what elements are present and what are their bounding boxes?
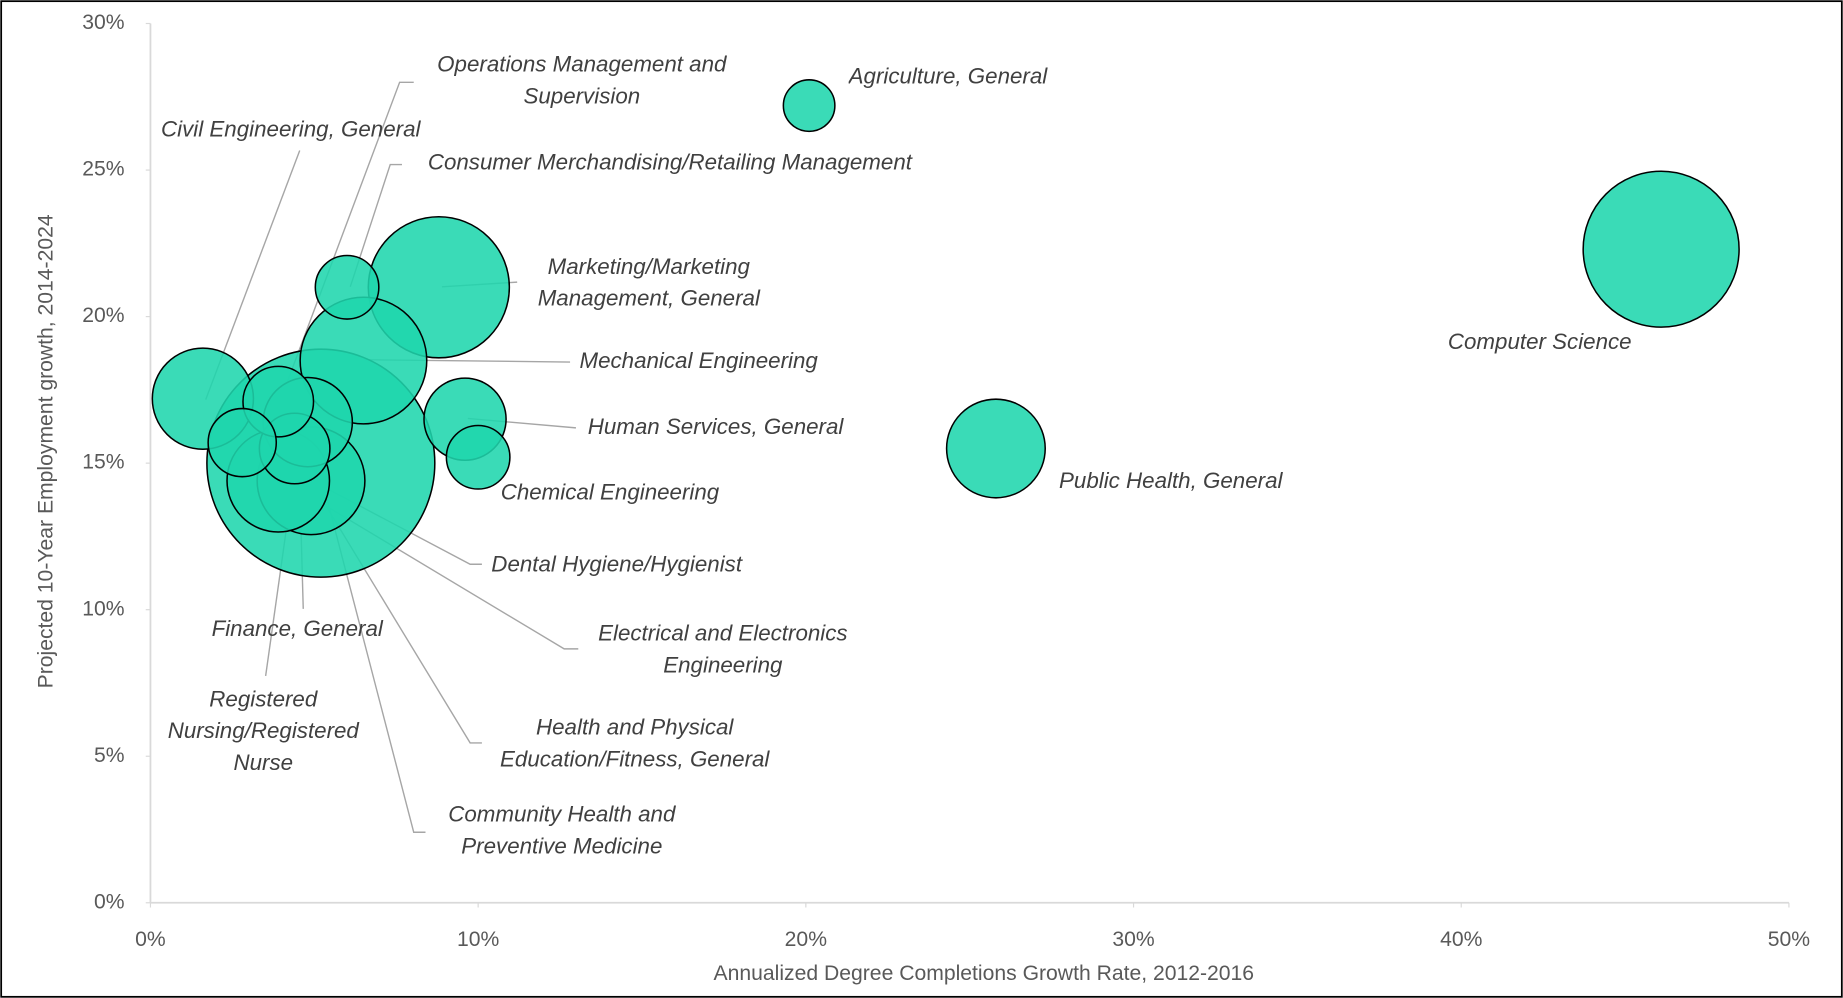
bubble xyxy=(1582,170,1740,328)
bubble-label: Agriculture, General xyxy=(848,64,1048,90)
y-tick-label: 5% xyxy=(94,744,125,767)
x-tick-label: 30% xyxy=(1112,928,1155,951)
y-tick-label: 0% xyxy=(94,890,125,913)
x-tick-label: 10% xyxy=(457,928,500,951)
bubble-label: Chemical Engineering xyxy=(500,480,720,506)
x-tick-label: 20% xyxy=(785,928,828,951)
bubble-label-box: Civil Engineering, General xyxy=(161,117,421,143)
bubble-label-box: Consumer Merchandising/Retailing Managem… xyxy=(427,150,912,176)
bubble-label-box: Computer Science xyxy=(1447,330,1632,356)
y-tick-label: 10% xyxy=(82,597,125,620)
bubble-label: Health and Physical Education/Fitness, G… xyxy=(500,715,770,773)
y-tick-label: 20% xyxy=(82,304,125,327)
x-axis-title: Annualized Degree Completions Growth Rat… xyxy=(714,962,1255,985)
bubble-label-box: Operations Management and Supervision xyxy=(437,52,727,110)
y-tick-label: 15% xyxy=(82,451,125,474)
bubble-label: Operations Management and Supervision xyxy=(437,52,727,110)
bubble-label-box: Human Services, General xyxy=(587,414,844,440)
x-tick-label: 0% xyxy=(135,928,166,951)
y-axis-title: Projected 10-Year Employment growth, 201… xyxy=(35,214,58,688)
y-tick-label: 25% xyxy=(82,158,125,181)
bubble-label: Human Services, General xyxy=(587,414,844,440)
bubble-label-box: Dental Hygiene/Hygienist xyxy=(491,552,743,578)
bubble xyxy=(207,407,278,478)
x-tick-label: 40% xyxy=(1440,928,1483,951)
bubble xyxy=(445,424,511,490)
bubble-label-box: Registered Nursing/Registered Nurse xyxy=(167,687,359,776)
bubble xyxy=(782,79,836,133)
bubble-label: Computer Science xyxy=(1447,330,1632,356)
bubble-label: Consumer Merchandising/Retailing Managem… xyxy=(427,150,912,176)
bubble-label-box: Chemical Engineering xyxy=(500,480,720,506)
bubble-label-box: Finance, General xyxy=(211,617,383,642)
bubble-label: Community Health and Preventive Medicine xyxy=(448,802,676,860)
bubble-label-box: Electrical and Electronics Engineering xyxy=(598,621,848,679)
bubble-label: Mechanical Engineering xyxy=(579,349,818,374)
bubble xyxy=(314,254,380,320)
bubble-label-box: Mechanical Engineering xyxy=(579,349,818,374)
bubble-label-box: Community Health and Preventive Medicine xyxy=(448,802,676,860)
bubble-label-box: Health and Physical Education/Fitness, G… xyxy=(500,715,770,773)
bubble-label: Public Health, General xyxy=(1059,469,1283,494)
bubble-label: Electrical and Electronics Engineering xyxy=(598,621,848,679)
bubble-label: Civil Engineering, General xyxy=(161,117,421,143)
x-tick-label: 50% xyxy=(1768,928,1811,951)
bubble-label: Finance, General xyxy=(211,617,383,642)
bubble-label: Registered Nursing/Registered Nurse xyxy=(167,687,359,776)
bubble-label-box: Public Health, General xyxy=(1059,469,1283,494)
bubble-label: Dental Hygiene/Hygienist xyxy=(491,552,743,578)
bubble xyxy=(945,398,1046,499)
bubble-label-box: Agriculture, General xyxy=(848,64,1048,90)
leader-line xyxy=(349,163,402,288)
y-tick-label: 30% xyxy=(82,11,125,34)
bubble-label-box: Marketing/Marketing Management, General xyxy=(537,255,760,312)
bubble-label: Marketing/Marketing Management, General xyxy=(537,255,760,312)
